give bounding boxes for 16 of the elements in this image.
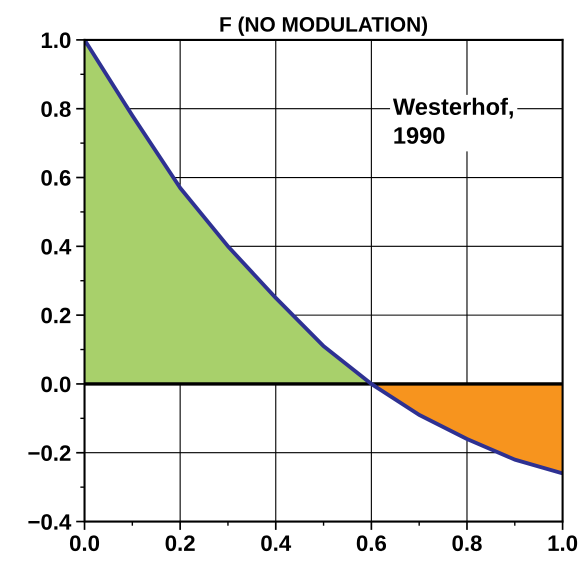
y-tick-label: 0.8 (41, 101, 71, 117)
x-tick-label: 0.2 (166, 535, 195, 552)
x-tick-label: 0.6 (356, 535, 386, 552)
y-tick-label: −0.2 (28, 445, 70, 462)
y-tick-label: 0.6 (41, 170, 71, 186)
x-tick-label: 0.0 (70, 535, 100, 552)
y-tick-label: 0.4 (41, 238, 72, 255)
x-tick-label: 1.0 (548, 535, 578, 552)
chart-title: F (NO MODULATION) (220, 16, 428, 36)
y-tick-label: 0.0 (41, 376, 70, 392)
y-tick-label: −0.4 (28, 514, 72, 530)
x-tick-label: 0.4 (261, 535, 292, 552)
y-tick-label: 1.0 (42, 32, 70, 48)
y-tick-label: 0.2 (41, 308, 70, 324)
x-tick-label: 0.8 (452, 535, 482, 552)
annotation: Westerhof, 1990 (392, 98, 513, 144)
